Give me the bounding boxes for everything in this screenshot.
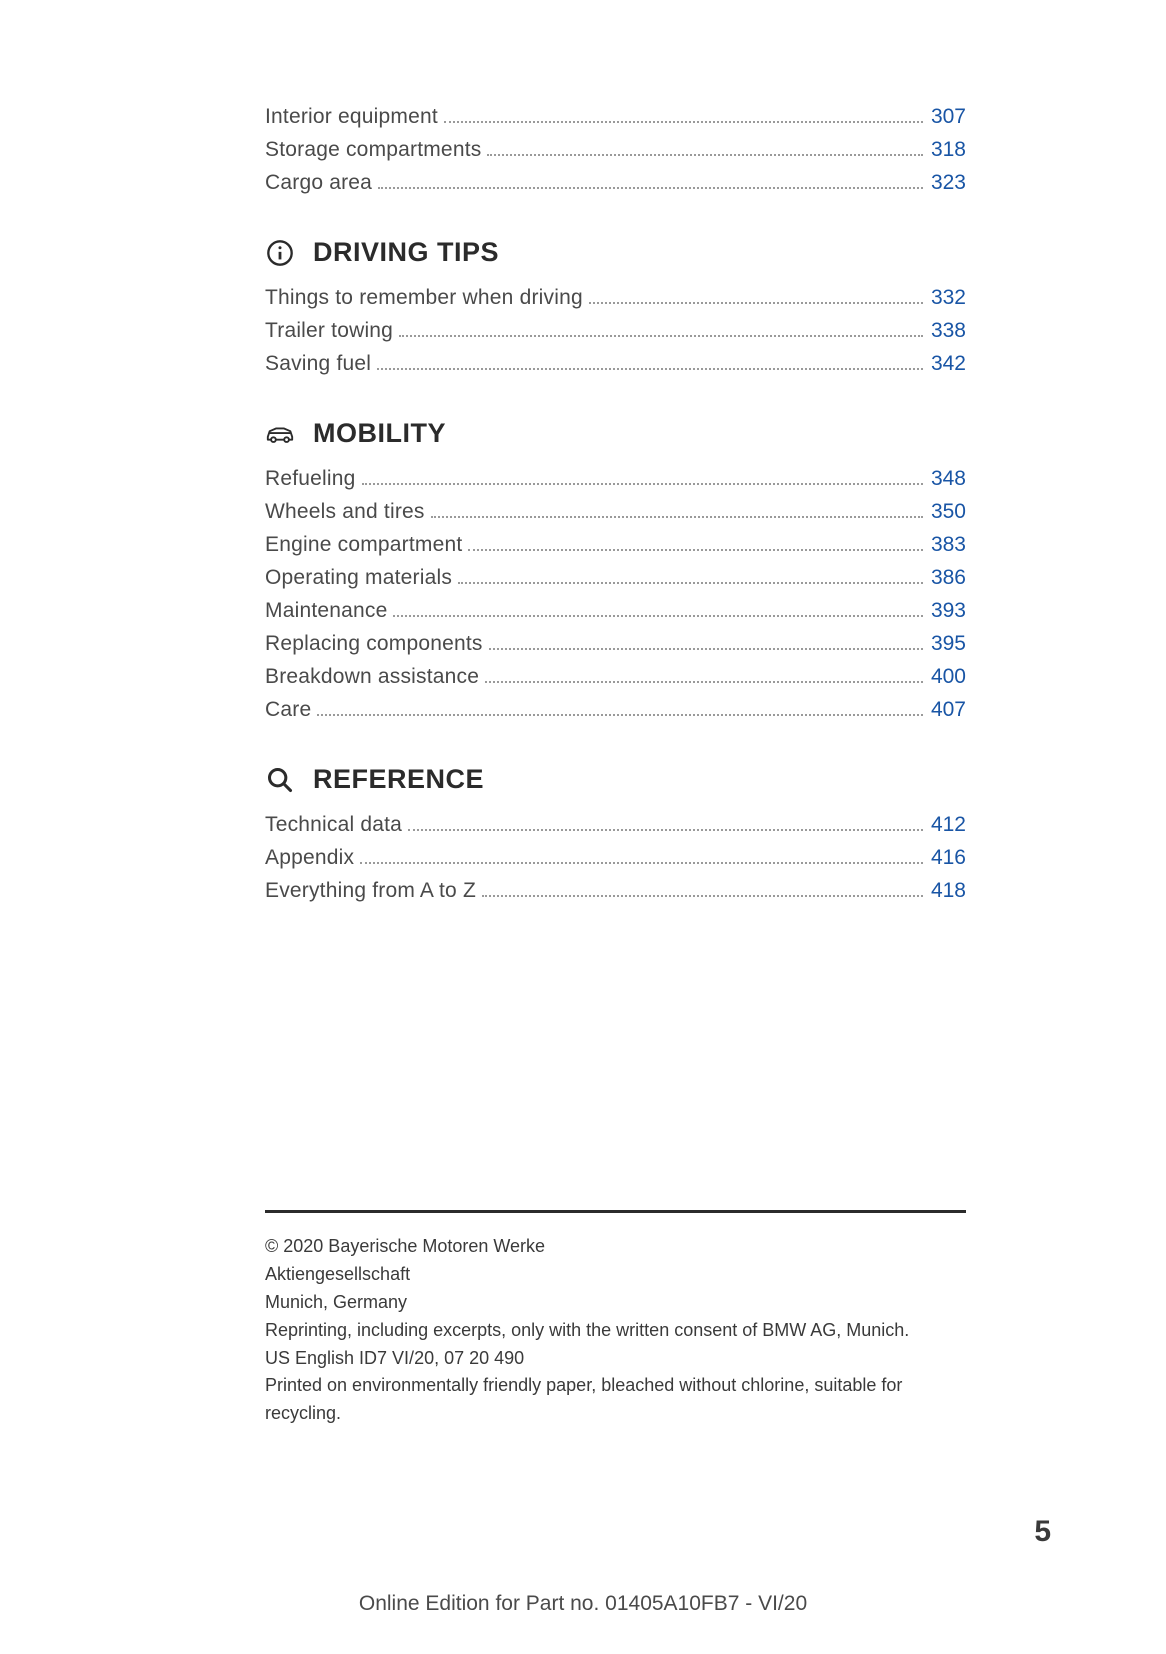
toc-label: Refueling [265, 467, 360, 491]
footer-line: Reprinting, including excerpts, only wit… [265, 1317, 966, 1345]
toc-dots [399, 335, 923, 337]
info-icon [265, 238, 295, 268]
toc-label: Interior equipment [265, 105, 442, 129]
toc-page-link[interactable]: 407 [927, 698, 966, 722]
toc-page-link[interactable]: 383 [927, 533, 966, 557]
toc-entry[interactable]: Saving fuel 342 [265, 352, 966, 376]
copyright-footer: © 2020 Bayerische Motoren Werke Aktienge… [265, 1210, 966, 1428]
toc-dots [362, 483, 923, 485]
toc-page-link[interactable]: 418 [927, 879, 966, 903]
toc-dots [458, 582, 923, 584]
toc-page-link[interactable]: 323 [927, 171, 966, 195]
toc-label: Maintenance [265, 599, 391, 623]
toc-entry[interactable]: Interior equipment 307 [265, 105, 966, 129]
toc-entry[interactable]: Care 407 [265, 698, 966, 722]
toc-page-link[interactable]: 318 [927, 138, 966, 162]
toc-dots [589, 302, 923, 304]
section-heading-driving-tips: DRIVING TIPS [265, 237, 966, 268]
toc-entry[interactable]: Replacing components 395 [265, 632, 966, 656]
toc-entry[interactable]: Cargo area 323 [265, 171, 966, 195]
toc-page-link[interactable]: 412 [927, 813, 966, 837]
footer-line: Printed on environmentally friendly pape… [265, 1372, 966, 1428]
toc-label: Cargo area [265, 171, 376, 195]
footer-line: Aktiengesellschaft [265, 1261, 966, 1289]
toc-dots [360, 862, 923, 864]
toc-label: Care [265, 698, 315, 722]
toc-page-link[interactable]: 395 [927, 632, 966, 656]
toc-dots [377, 368, 923, 370]
toc-entry[interactable]: Trailer towing 338 [265, 319, 966, 343]
toc-entry[interactable]: Technical data 412 [265, 813, 966, 837]
toc-page-link[interactable]: 332 [927, 286, 966, 310]
toc-page-link[interactable]: 348 [927, 467, 966, 491]
footer-rule [265, 1210, 966, 1213]
toc-label: Technical data [265, 813, 406, 837]
toc-entry[interactable]: Operating materials 386 [265, 566, 966, 590]
toc-entry[interactable]: Refueling 348 [265, 467, 966, 491]
section-heading-reference: REFERENCE [265, 764, 966, 795]
toc-page-link[interactable]: 416 [927, 846, 966, 870]
toc-dots [444, 121, 923, 123]
toc-label: Engine compartment [265, 533, 466, 557]
toc-entry[interactable]: Appendix 416 [265, 846, 966, 870]
document-page: Interior equipment 307 Storage compartme… [0, 0, 1166, 1654]
toc-page-link[interactable]: 338 [927, 319, 966, 343]
toc-dots [482, 895, 923, 897]
footer-line: US English ID7 VI/20, 07 20 490 [265, 1345, 966, 1373]
toc-label: Saving fuel [265, 352, 375, 376]
toc-page-link[interactable]: 386 [927, 566, 966, 590]
section-title: MOBILITY [313, 418, 446, 449]
toc-dots [408, 829, 923, 831]
toc-page-link[interactable]: 393 [927, 599, 966, 623]
toc-section: Things to remember when driving 332 Trai… [265, 286, 966, 376]
toc-section: Interior equipment 307 Storage compartme… [265, 105, 966, 195]
car-icon [265, 419, 295, 449]
search-icon [265, 765, 295, 795]
page-number: 5 [1034, 1515, 1051, 1549]
toc-label: Replacing components [265, 632, 487, 656]
toc-dots [393, 615, 923, 617]
toc-dots [487, 154, 923, 156]
toc-page-link[interactable]: 350 [927, 500, 966, 524]
toc-entry[interactable]: Storage compartments 318 [265, 138, 966, 162]
toc-dots [485, 681, 923, 683]
toc-page-link[interactable]: 400 [927, 665, 966, 689]
section-heading-mobility: MOBILITY [265, 418, 966, 449]
edition-line: Online Edition for Part no. 01405A10FB7 … [0, 1592, 1166, 1616]
toc-label: Storage compartments [265, 138, 485, 162]
section-title: DRIVING TIPS [313, 237, 499, 268]
footer-line: © 2020 Bayerische Motoren Werke [265, 1233, 966, 1261]
section-title: REFERENCE [313, 764, 484, 795]
toc-label: Wheels and tires [265, 500, 429, 524]
toc-label: Breakdown assistance [265, 665, 483, 689]
toc-section: Technical data 412 Appendix 416 Everythi… [265, 813, 966, 903]
footer-line: Munich, Germany [265, 1289, 966, 1317]
toc-dots [317, 714, 923, 716]
toc-entry[interactable]: Everything from A to Z 418 [265, 879, 966, 903]
toc-dots [431, 516, 923, 518]
toc-dots [489, 648, 923, 650]
toc-entry[interactable]: Wheels and tires 350 [265, 500, 966, 524]
toc-dots [378, 187, 923, 189]
toc-entry[interactable]: Things to remember when driving 332 [265, 286, 966, 310]
toc-page-link[interactable]: 342 [927, 352, 966, 376]
toc-label: Appendix [265, 846, 358, 870]
toc-label: Trailer towing [265, 319, 397, 343]
toc-label: Everything from A to Z [265, 879, 480, 903]
toc-entry[interactable]: Engine compartment 383 [265, 533, 966, 557]
toc-page-link[interactable]: 307 [927, 105, 966, 129]
toc-entry[interactable]: Maintenance 393 [265, 599, 966, 623]
toc-label: Things to remember when driving [265, 286, 587, 310]
toc-label: Operating materials [265, 566, 456, 590]
toc-entry[interactable]: Breakdown assistance 400 [265, 665, 966, 689]
toc-section: Refueling 348 Wheels and tires 350 Engin… [265, 467, 966, 722]
toc-dots [468, 549, 923, 551]
